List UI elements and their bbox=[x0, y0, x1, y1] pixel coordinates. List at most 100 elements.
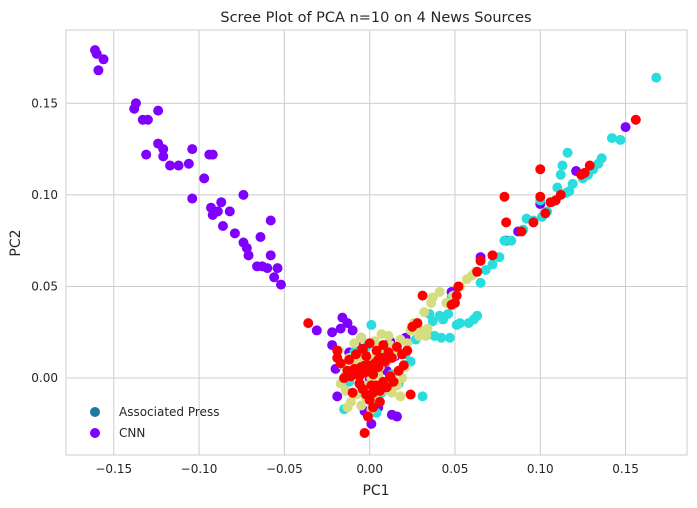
data-point bbox=[327, 327, 338, 338]
data-point bbox=[243, 250, 254, 261]
data-point bbox=[153, 105, 164, 116]
data-point bbox=[398, 360, 409, 371]
data-point bbox=[620, 122, 631, 133]
data-point bbox=[183, 158, 194, 169]
data-point bbox=[516, 226, 527, 237]
data-point bbox=[475, 277, 486, 288]
data-point bbox=[557, 160, 568, 171]
data-point bbox=[272, 263, 283, 274]
data-point bbox=[443, 308, 454, 319]
data-point bbox=[199, 173, 210, 184]
data-point bbox=[356, 400, 367, 411]
data-point bbox=[391, 411, 402, 422]
data-point bbox=[434, 286, 445, 297]
data-point bbox=[212, 206, 223, 217]
data-point bbox=[349, 338, 360, 349]
data-point bbox=[368, 402, 379, 413]
data-point bbox=[187, 193, 198, 204]
data-point bbox=[141, 149, 152, 160]
plot-frame bbox=[65, 29, 688, 456]
data-point bbox=[269, 272, 280, 283]
data-point bbox=[173, 160, 184, 171]
data-point bbox=[535, 191, 546, 202]
data-point bbox=[351, 349, 362, 360]
data-point bbox=[422, 323, 433, 334]
data-point bbox=[347, 387, 358, 398]
data-point bbox=[414, 330, 425, 341]
data-point bbox=[417, 391, 428, 402]
data-points bbox=[90, 45, 662, 439]
data-point bbox=[130, 98, 141, 109]
data-point bbox=[371, 345, 382, 356]
data-point bbox=[383, 347, 394, 358]
series-3-points bbox=[303, 114, 641, 439]
data-point bbox=[362, 411, 373, 422]
data-point bbox=[405, 389, 416, 400]
legend-marker-associated-press bbox=[90, 407, 100, 417]
data-point bbox=[158, 144, 169, 155]
data-point bbox=[224, 206, 235, 217]
x-tick-label: 0.05 bbox=[442, 462, 469, 476]
data-point bbox=[417, 290, 428, 301]
y-axis-label: PC2 bbox=[8, 229, 24, 256]
data-point bbox=[388, 376, 399, 387]
data-point bbox=[275, 279, 286, 290]
y-tick-label: 0.05 bbox=[31, 279, 58, 293]
data-point bbox=[91, 48, 102, 59]
legend-label-associated-press: Associated Press bbox=[119, 405, 219, 419]
data-point bbox=[407, 321, 418, 332]
data-point bbox=[419, 307, 430, 318]
data-point bbox=[359, 428, 370, 439]
x-tick-label: 0.10 bbox=[527, 462, 554, 476]
data-point bbox=[475, 255, 486, 266]
data-point bbox=[630, 114, 641, 125]
data-point bbox=[366, 380, 377, 391]
data-point bbox=[207, 149, 218, 160]
x-tick-label: −0.15 bbox=[95, 462, 132, 476]
data-point bbox=[528, 217, 539, 228]
data-point bbox=[311, 325, 322, 336]
data-point bbox=[453, 281, 464, 292]
data-point bbox=[339, 373, 350, 384]
x-tick-label: 0.15 bbox=[612, 462, 639, 476]
data-point bbox=[501, 217, 512, 228]
data-point bbox=[262, 263, 273, 274]
data-point bbox=[487, 259, 498, 270]
data-point bbox=[368, 369, 379, 380]
data-point bbox=[540, 208, 551, 219]
data-point bbox=[576, 169, 587, 180]
data-point bbox=[535, 164, 546, 175]
legend-label-cnn: CNN bbox=[119, 426, 145, 440]
data-point bbox=[468, 314, 479, 325]
data-point bbox=[446, 299, 457, 310]
x-axis-ticks: −0.15 −0.10 −0.05 0.00 0.05 0.10 0.15 bbox=[95, 462, 639, 476]
data-point bbox=[332, 345, 343, 356]
data-point bbox=[487, 250, 498, 261]
chart-title: Scree Plot of PCA n=10 on 4 News Sources bbox=[220, 10, 531, 26]
data-point bbox=[374, 396, 385, 407]
y-axis-ticks: 0.00 0.05 0.10 0.15 bbox=[31, 96, 58, 385]
data-point bbox=[499, 191, 510, 202]
data-point bbox=[366, 319, 377, 330]
data-point bbox=[356, 332, 367, 343]
data-point bbox=[395, 391, 406, 402]
data-point bbox=[187, 144, 198, 155]
data-point bbox=[361, 351, 372, 362]
data-point bbox=[426, 297, 437, 308]
data-point bbox=[255, 232, 266, 243]
y-tick-label: 0.10 bbox=[31, 188, 58, 202]
data-point bbox=[216, 197, 227, 208]
data-point bbox=[347, 325, 358, 336]
data-point bbox=[461, 274, 472, 285]
data-point bbox=[436, 332, 447, 343]
data-point bbox=[98, 54, 109, 65]
data-point bbox=[217, 221, 228, 232]
data-point bbox=[165, 160, 176, 171]
data-point bbox=[472, 266, 483, 277]
data-point bbox=[381, 382, 392, 393]
legend-marker-cnn bbox=[90, 428, 100, 438]
data-point bbox=[344, 354, 355, 365]
data-point bbox=[378, 340, 389, 351]
data-point bbox=[499, 235, 510, 246]
